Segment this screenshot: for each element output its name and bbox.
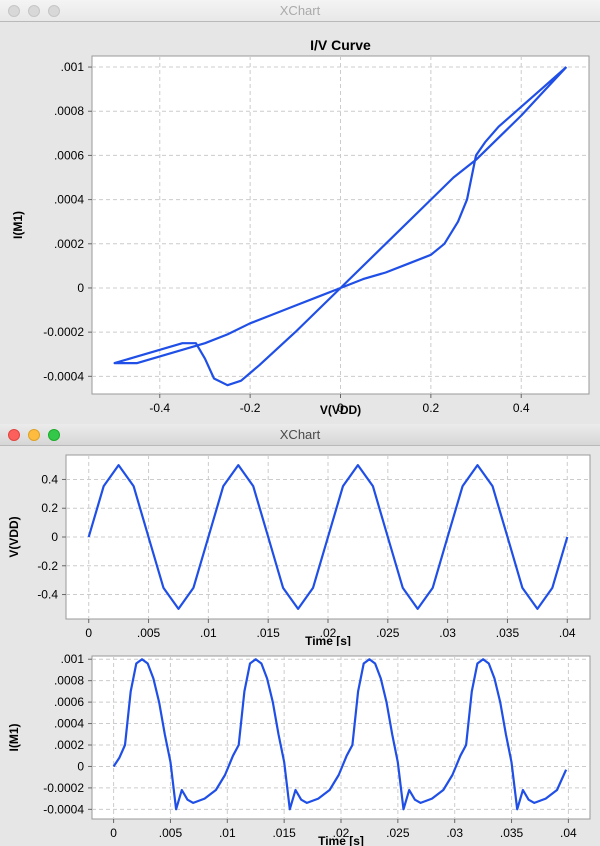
y-tick-label: .0008 (54, 104, 84, 118)
x-tick-label: .015 (257, 626, 281, 640)
x-tick-label: .01 (200, 626, 217, 640)
x-tick-label: .03 (439, 626, 456, 640)
iv-curve-chart: -0.0004 -0.0002 0 .0002 .0004 .0006 .0008 .001 -… (11, 37, 590, 417)
x-tick-label: -0.2 (240, 401, 261, 415)
y-axis-label: I(M1) (11, 211, 25, 239)
minimize-button[interactable] (28, 429, 40, 441)
x-tick-label: .04 (559, 626, 576, 640)
y-tick-label: .0004 (54, 193, 84, 207)
y-tick-label: .0006 (54, 695, 84, 709)
x-tick-label: .04 (560, 826, 577, 840)
y-tick-label: 0.4 (41, 472, 58, 486)
x-tick-label: .035 (500, 826, 524, 840)
title-bar[interactable]: XChart (0, 0, 600, 22)
x-axis-label: V(VDD) (320, 403, 361, 417)
x-tick-label: .01 (219, 826, 236, 840)
x-tick-label: .025 (386, 826, 410, 840)
y-tick-label: 0.2 (41, 501, 58, 515)
close-button[interactable] (8, 5, 20, 17)
y-tick-label: -0.0004 (43, 802, 84, 816)
voltage-time-chart: -0.4 -0.2 0 0.2 0.4 0 .005 .01 .015 .02 .025 .03 .03… (7, 454, 591, 646)
close-button[interactable] (8, 429, 20, 441)
x-tick-label: -0.4 (149, 401, 170, 415)
title-bar[interactable]: XChart (0, 424, 600, 446)
window-title: XChart (279, 3, 321, 18)
y-tick-label: .001 (61, 60, 85, 74)
x-tick-label: .015 (272, 826, 296, 840)
x-tick-label: .02 (320, 626, 337, 640)
y-tick-label: .0002 (54, 237, 84, 251)
y-axis-label: V(VDD) (7, 516, 21, 557)
xchart-window-time: XChart -0.4 -0.2 0 0.2 0.4 0 .005 .01 .015 .02 .02… (0, 424, 600, 846)
y-tick-label: -0.0004 (43, 369, 84, 383)
zoom-button[interactable] (48, 5, 60, 17)
x-tick-label: .025 (376, 626, 400, 640)
y-tick-label: .001 (61, 652, 85, 666)
x-tick-label: .03 (446, 826, 463, 840)
y-tick-label: .0002 (54, 738, 84, 752)
y-tick-label: .0006 (54, 148, 84, 162)
chart-title: I/V Curve (310, 37, 371, 53)
x-tick-label: .035 (496, 626, 520, 640)
y-tick-label: 0 (77, 281, 84, 295)
xchart-window-iv: XChart -0.0004 -0.0002 0 .0002 .0004 .0006 .00… (0, 0, 600, 417)
y-tick-label: -0.0002 (43, 325, 84, 339)
y-tick-label: .0008 (54, 674, 84, 688)
x-axis-label: Time [s] (305, 634, 351, 646)
y-tick-label: 0 (51, 530, 58, 544)
series-line (112, 658, 568, 811)
y-axis-label: I(M1) (7, 724, 21, 752)
x-axis-label: Time [s] (318, 834, 364, 846)
series-line (113, 66, 568, 387)
y-tick-label: -0.0002 (43, 781, 84, 795)
x-tick-label: .02 (333, 826, 350, 840)
zoom-button[interactable] (48, 429, 60, 441)
y-tick-label: .0004 (54, 717, 84, 731)
current-time-chart: -0.0004 -0.0002 0 .0002 .0004 .0006 .0008 .001 0… (7, 652, 591, 846)
series-line (87, 464, 569, 610)
x-tick-label: .005 (137, 626, 161, 640)
x-tick-label: 0 (85, 626, 92, 640)
x-tick-label: 0 (337, 401, 344, 415)
x-tick-label: 0 (110, 826, 117, 840)
window-title: XChart (279, 427, 321, 442)
y-tick-label: -0.4 (37, 588, 58, 602)
x-tick-label: 0.4 (513, 401, 530, 415)
y-tick-label: 0 (77, 759, 84, 773)
y-tick-label: -0.2 (37, 559, 58, 573)
x-tick-label: .005 (159, 826, 183, 840)
minimize-button[interactable] (28, 5, 40, 17)
x-tick-label: 0.2 (423, 401, 440, 415)
